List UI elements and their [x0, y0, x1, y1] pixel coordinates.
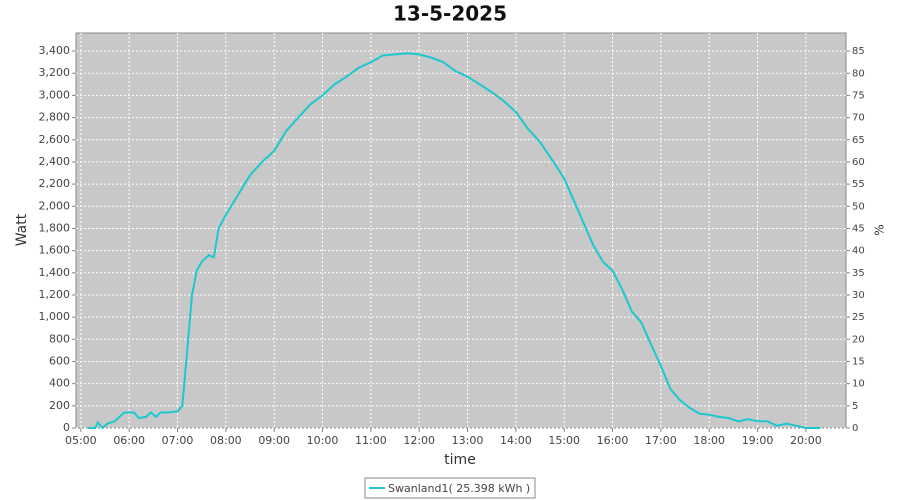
y-tick-label: 0	[63, 421, 70, 434]
y-tick-label: 2,200	[39, 177, 71, 190]
y-tick-label: 3,400	[39, 44, 71, 57]
y2-tick-label: 65	[852, 135, 865, 146]
y-tick-label: 200	[49, 399, 70, 412]
x-tick-label: 08:00	[210, 434, 242, 447]
plot-area	[75, 32, 847, 429]
x-tick-label: 07:00	[162, 434, 194, 447]
x-tick-label: 15:00	[548, 434, 580, 447]
y2-tick-label: 35	[852, 268, 865, 279]
y-tick-label: 800	[49, 332, 70, 345]
x-tick-label: 19:00	[742, 434, 774, 447]
y-tick-label: 2,600	[39, 133, 71, 146]
y-tick-label: 1,400	[39, 266, 71, 279]
legend-box	[364, 477, 536, 499]
y-axis-label: Watt	[14, 213, 30, 246]
x-tick-label: 09:00	[258, 434, 290, 447]
y-tick-label: 1,200	[39, 288, 71, 301]
x-tick-label: 16:00	[597, 434, 629, 447]
y-tick-label: 1,800	[39, 221, 71, 234]
y-tick-label: 2,400	[39, 155, 71, 168]
y2-tick-label: 15	[852, 356, 865, 367]
y2-tick-label: 80	[852, 68, 865, 79]
y2-tick-label: 55	[852, 179, 865, 190]
y2-tick-label: 85	[852, 46, 865, 57]
legend	[364, 477, 536, 499]
y2-tick-label: 75	[852, 90, 865, 101]
data-line	[88, 52, 821, 430]
y-tick-label: 400	[49, 377, 70, 390]
y2-axis-label: %	[873, 224, 887, 235]
x-tick-label: 13:00	[452, 434, 484, 447]
x-tick-label: 06:00	[113, 434, 145, 447]
y2-tick-label: 40	[852, 246, 865, 257]
y2-tick-label: 60	[852, 157, 865, 168]
x-tick-label: 17:00	[645, 434, 677, 447]
chart-title: 13-5-2025	[393, 2, 507, 26]
y-tick-label: 3,000	[39, 88, 71, 101]
y2-tick-label: 20	[852, 334, 865, 345]
y2-tick-label: 5	[852, 401, 858, 412]
x-tick-label: 12:00	[403, 434, 435, 447]
y2-tick-label: 70	[852, 113, 865, 124]
x-tick-label: 11:00	[355, 434, 387, 447]
x-tick-label: 05:00	[65, 434, 97, 447]
y-tick-label: 1,600	[39, 244, 71, 257]
y-tick-label: 600	[49, 354, 70, 367]
y2-tick-label: 10	[852, 379, 865, 390]
x-tick-label: 14:00	[500, 434, 532, 447]
x-tick-label: 18:00	[693, 434, 725, 447]
y2-tick-label: 30	[852, 290, 865, 301]
y2-tick-label: 45	[852, 223, 865, 234]
y-tick-label: 2,800	[39, 111, 71, 124]
y2-tick-label: 50	[852, 201, 865, 212]
y2-tick-label: 25	[852, 312, 865, 323]
x-axis-label: time	[444, 452, 476, 468]
y-tick-label: 2,000	[39, 199, 71, 212]
x-tick-label: 20:00	[790, 434, 822, 447]
legend-label: Swanland1( 25.398 kWh )	[388, 482, 530, 495]
y-tick-label: 1,000	[39, 310, 71, 323]
y-tick-label: 3,200	[39, 66, 71, 79]
y2-tick-label: 0	[852, 423, 858, 434]
x-tick-label: 10:00	[307, 434, 339, 447]
